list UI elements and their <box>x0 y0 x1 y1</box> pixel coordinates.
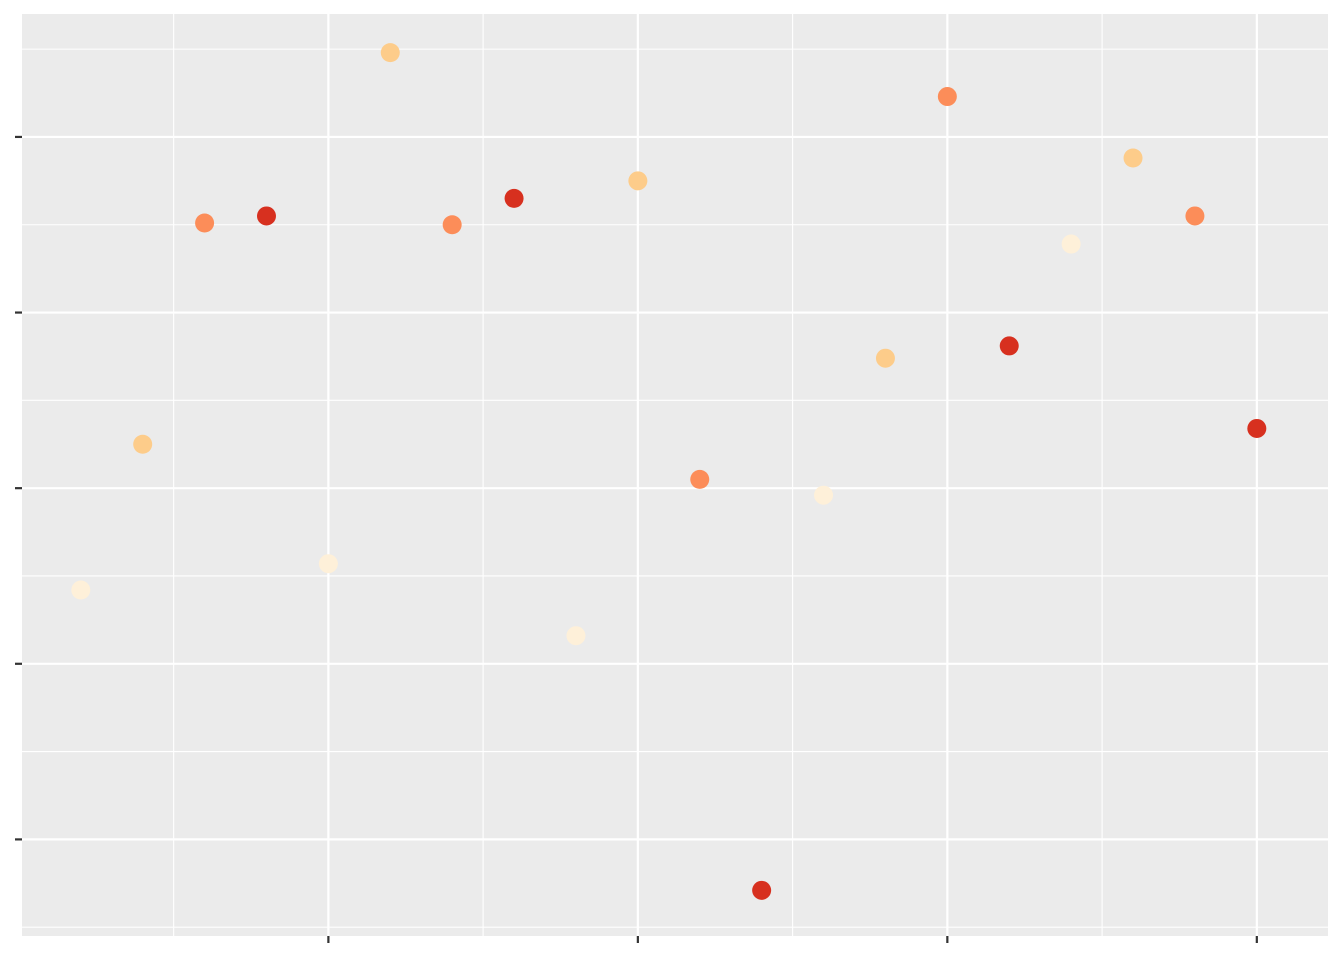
data-point <box>690 469 710 489</box>
data-point <box>442 215 462 235</box>
data-point <box>1061 234 1081 254</box>
data-point <box>195 213 215 233</box>
data-point <box>71 580 91 600</box>
data-point <box>937 87 957 107</box>
data-point <box>752 880 772 900</box>
data-points <box>71 43 1267 900</box>
data-point <box>1123 148 1143 168</box>
data-point <box>999 336 1019 356</box>
data-point <box>1247 418 1267 438</box>
grid-major <box>22 14 1328 936</box>
data-point <box>504 188 524 208</box>
data-point <box>1185 206 1205 226</box>
data-point <box>814 485 834 505</box>
data-point <box>380 43 400 63</box>
data-point <box>318 554 338 574</box>
data-point <box>875 348 895 368</box>
data-point <box>628 171 648 191</box>
axis-ticks <box>15 135 1258 943</box>
data-point <box>566 626 586 646</box>
plot-panel <box>22 14 1328 936</box>
grid-minor <box>22 14 1328 936</box>
data-point <box>133 434 153 454</box>
data-point <box>256 206 276 226</box>
